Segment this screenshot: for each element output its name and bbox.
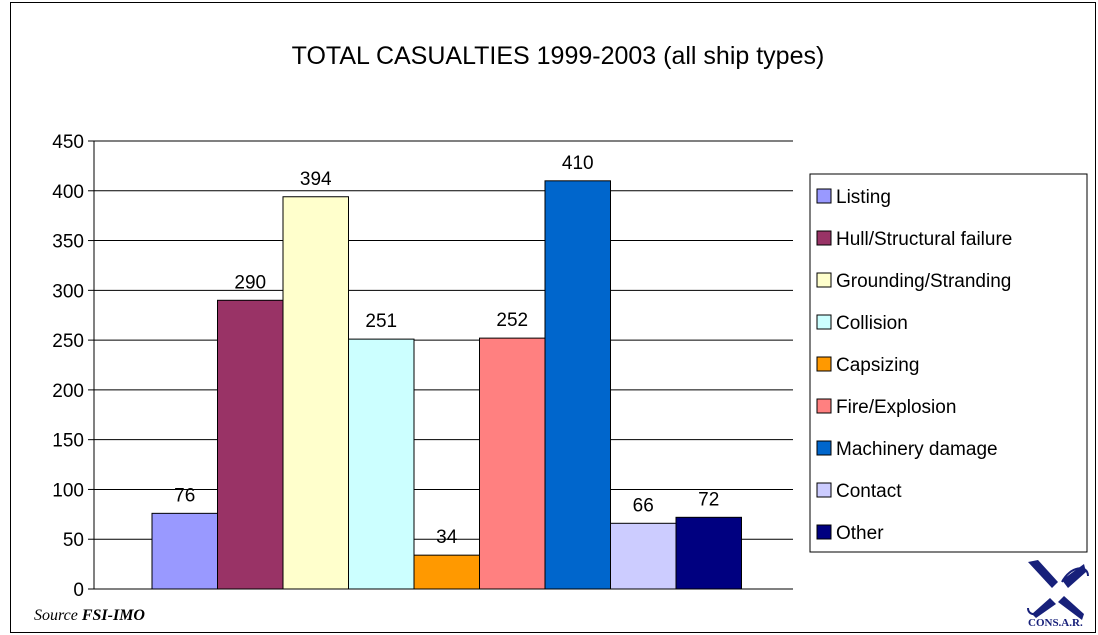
y-tick-label: 450 xyxy=(52,132,84,153)
legend-label: Collision xyxy=(836,313,908,334)
legend-label: Grounding/Stranding xyxy=(836,271,1011,292)
legend-swatch xyxy=(816,230,832,246)
chart-title: TOTAL CASUALTIES 1999-2003 (all ship typ… xyxy=(292,42,825,70)
legend-swatch xyxy=(816,440,832,456)
y-tick-label: 150 xyxy=(52,431,84,452)
legend-label: Contact xyxy=(836,481,902,502)
y-tick-label: 0 xyxy=(73,580,84,601)
bar xyxy=(479,337,546,590)
legend-swatch xyxy=(816,524,832,540)
legend-swatch xyxy=(816,188,832,204)
source-name: FSI-IMO xyxy=(81,607,145,624)
bar-value-label: 394 xyxy=(300,169,332,190)
legend-label: Listing xyxy=(836,187,891,208)
legend-swatch xyxy=(816,398,832,414)
bar xyxy=(217,299,284,590)
bar xyxy=(610,522,677,590)
legend-label: Capsizing xyxy=(836,355,919,376)
bar-value-label: 76 xyxy=(174,485,195,506)
y-tick-label: 300 xyxy=(52,281,84,302)
bar-value-label: 290 xyxy=(234,272,266,293)
legend-swatch xyxy=(816,314,832,330)
cons-ar-logo xyxy=(1027,560,1089,620)
legend-swatch xyxy=(816,482,832,498)
y-tick-label: 200 xyxy=(52,381,84,402)
y-tick-label: 50 xyxy=(63,530,84,551)
bar xyxy=(675,516,742,590)
y-tick-label: 100 xyxy=(52,480,84,501)
source-note: Source FSI-IMO xyxy=(34,607,145,625)
logo-text: CONS.A.R. xyxy=(1028,617,1083,629)
legend-swatch xyxy=(816,272,832,288)
bar xyxy=(413,554,480,590)
y-tick-label: 250 xyxy=(52,331,84,352)
plot-area: 0 50 100 150 200 250 300 350 400 450 76 290 394 251 34… xyxy=(52,132,793,601)
bar xyxy=(282,196,349,590)
bar xyxy=(348,338,415,590)
legend: Listing Hull/Structural failure Grounding/… xyxy=(809,173,1088,553)
y-tick-label: 400 xyxy=(52,182,84,203)
y-tick-label: 350 xyxy=(52,232,84,253)
bar xyxy=(151,512,218,590)
legend-box xyxy=(809,173,1088,553)
bar-value-label: 252 xyxy=(496,310,528,331)
bar-value-label: 410 xyxy=(562,153,594,174)
legend-swatch xyxy=(816,356,832,372)
legend-label: Machinery damage xyxy=(836,439,998,460)
bar-value-label: 251 xyxy=(365,311,397,332)
bar-value-label: 72 xyxy=(698,489,719,510)
source-prefix: Source xyxy=(34,607,78,624)
legend-label: Hull/Structural failure xyxy=(836,229,1012,250)
bar-value-label: 34 xyxy=(436,527,458,548)
legend-label: Fire/Explosion xyxy=(836,397,956,418)
bar-value-label: 66 xyxy=(633,495,654,516)
bar xyxy=(544,180,611,590)
legend-label: Other xyxy=(836,523,884,544)
